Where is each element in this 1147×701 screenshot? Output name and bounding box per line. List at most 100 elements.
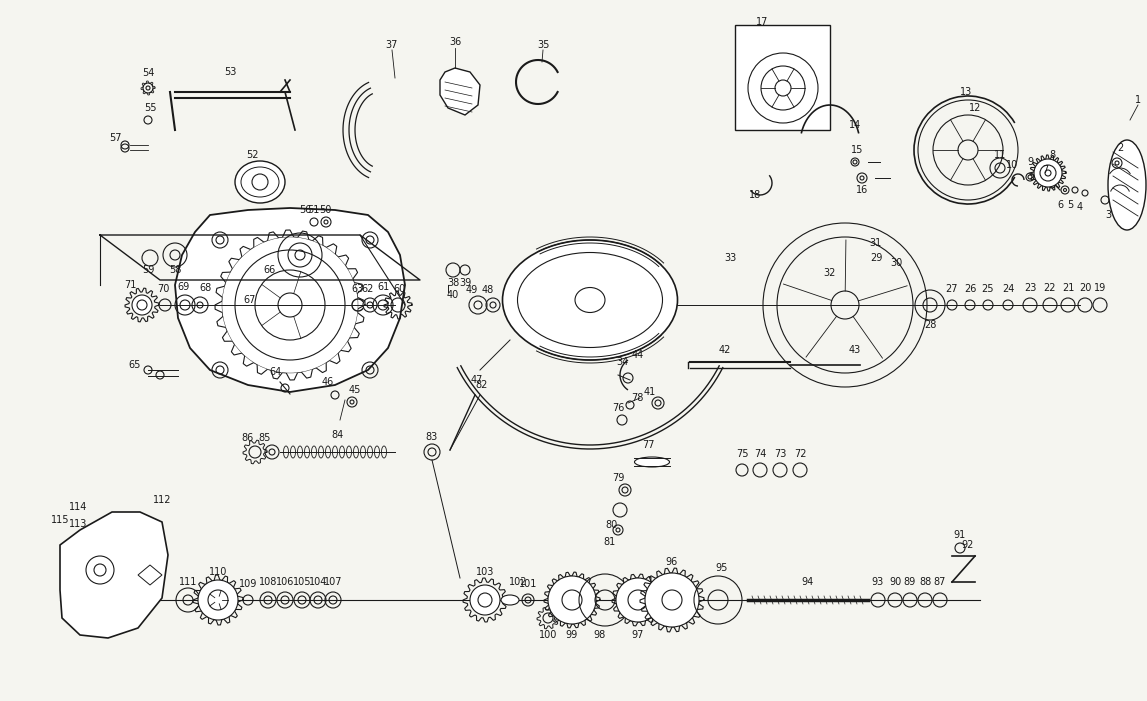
Text: 96: 96 <box>666 557 678 567</box>
Text: 84: 84 <box>331 430 344 440</box>
Circle shape <box>132 295 153 315</box>
Text: 90: 90 <box>889 577 902 587</box>
Text: 45: 45 <box>349 385 361 395</box>
Text: 31: 31 <box>869 238 881 248</box>
Text: 72: 72 <box>794 449 806 459</box>
Text: 2: 2 <box>1117 143 1123 153</box>
Text: 26: 26 <box>963 284 976 294</box>
Text: 50: 50 <box>319 205 331 215</box>
Text: 12: 12 <box>969 103 981 113</box>
Text: 6: 6 <box>1056 200 1063 210</box>
Ellipse shape <box>575 287 604 313</box>
Text: 37: 37 <box>385 40 398 50</box>
Text: 73: 73 <box>774 449 786 459</box>
Text: 7: 7 <box>1041 165 1048 175</box>
Text: 70: 70 <box>157 284 170 294</box>
Text: 79: 79 <box>611 473 624 483</box>
Ellipse shape <box>241 167 279 197</box>
Text: 80: 80 <box>606 520 618 530</box>
Text: 98: 98 <box>594 630 606 640</box>
Circle shape <box>548 576 596 624</box>
Text: 74: 74 <box>754 449 766 459</box>
Text: 19: 19 <box>1094 283 1106 293</box>
Text: 58: 58 <box>169 265 181 275</box>
Text: 24: 24 <box>1001 284 1014 294</box>
Text: 103: 103 <box>476 567 494 577</box>
Text: 66: 66 <box>264 265 276 275</box>
Text: 87: 87 <box>934 577 946 587</box>
Text: 107: 107 <box>323 577 342 587</box>
Text: 32: 32 <box>824 268 836 278</box>
Text: 33: 33 <box>724 253 736 263</box>
Text: 40: 40 <box>447 290 459 300</box>
Text: 99: 99 <box>565 630 578 640</box>
Text: 48: 48 <box>482 285 494 295</box>
Text: 15: 15 <box>851 145 864 155</box>
Text: 41: 41 <box>643 387 656 397</box>
Text: 104: 104 <box>309 577 327 587</box>
Text: 4: 4 <box>1077 202 1083 212</box>
Polygon shape <box>60 512 167 638</box>
Text: 28: 28 <box>923 320 936 330</box>
Text: 43: 43 <box>849 345 861 355</box>
Text: 5: 5 <box>1067 200 1074 210</box>
Text: 77: 77 <box>642 440 654 450</box>
FancyBboxPatch shape <box>735 25 830 130</box>
Ellipse shape <box>634 457 670 467</box>
Text: 110: 110 <box>209 567 227 577</box>
Text: 76: 76 <box>611 403 624 413</box>
Text: 42: 42 <box>719 345 731 355</box>
Text: 85: 85 <box>259 433 271 443</box>
Text: 62: 62 <box>361 284 374 294</box>
Text: 27: 27 <box>946 284 958 294</box>
Text: 23: 23 <box>1024 283 1036 293</box>
Text: 92: 92 <box>962 540 974 550</box>
Text: 78: 78 <box>631 393 643 403</box>
Text: 38: 38 <box>447 278 459 288</box>
Text: 18: 18 <box>749 190 762 200</box>
Text: 114: 114 <box>69 502 87 512</box>
Text: 86: 86 <box>242 433 255 443</box>
Ellipse shape <box>1108 140 1146 230</box>
Text: 112: 112 <box>153 495 171 505</box>
Text: 71: 71 <box>124 280 136 290</box>
Text: 105: 105 <box>292 577 311 587</box>
Text: 64: 64 <box>268 367 281 377</box>
Text: 39: 39 <box>459 278 471 288</box>
Text: 17: 17 <box>756 17 768 27</box>
Text: 89: 89 <box>904 577 916 587</box>
Text: 106: 106 <box>275 577 294 587</box>
Ellipse shape <box>517 252 663 348</box>
Text: 46: 46 <box>322 377 334 387</box>
Circle shape <box>470 585 500 615</box>
Text: 25: 25 <box>982 284 994 294</box>
Text: 59: 59 <box>142 265 154 275</box>
Text: 102: 102 <box>509 577 528 587</box>
Text: 52: 52 <box>245 150 258 160</box>
Text: 10: 10 <box>1006 160 1019 170</box>
Text: 67: 67 <box>244 295 256 305</box>
Text: 55: 55 <box>143 103 156 113</box>
Polygon shape <box>138 565 162 585</box>
Text: 20: 20 <box>1079 283 1091 293</box>
Text: 13: 13 <box>960 87 973 97</box>
Text: 3: 3 <box>1105 210 1111 220</box>
Circle shape <box>616 578 660 622</box>
Text: 36: 36 <box>448 37 461 47</box>
Text: 111: 111 <box>179 577 197 587</box>
Text: 44: 44 <box>632 350 645 360</box>
Text: 29: 29 <box>869 253 882 263</box>
Ellipse shape <box>502 240 678 360</box>
Text: 53: 53 <box>224 67 236 77</box>
Text: 108: 108 <box>259 577 278 587</box>
Text: 115: 115 <box>50 515 69 525</box>
Text: 1: 1 <box>1134 95 1141 105</box>
Text: 9: 9 <box>1027 157 1033 167</box>
Text: 95: 95 <box>716 563 728 573</box>
Text: 16: 16 <box>856 185 868 195</box>
Text: 63: 63 <box>351 284 364 294</box>
Text: 56: 56 <box>299 205 311 215</box>
Text: 101: 101 <box>518 579 537 589</box>
Text: 35: 35 <box>537 40 549 50</box>
Text: 65: 65 <box>128 360 141 370</box>
